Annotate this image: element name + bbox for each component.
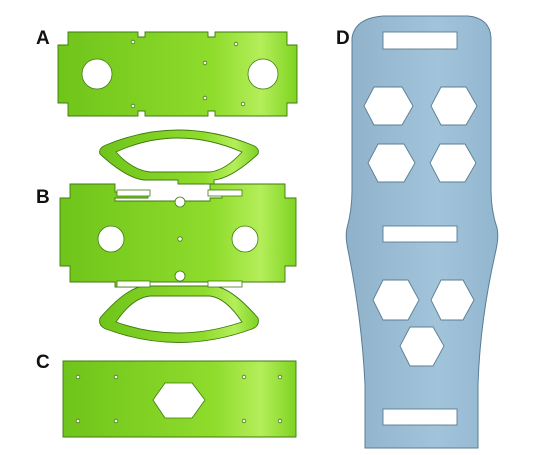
plate-c-screw-hole [241, 374, 247, 380]
panel-label-a: A [36, 28, 50, 49]
plate-b-top-arm [99, 129, 259, 185]
plate-b-round-hole-right [231, 225, 259, 253]
plate-b-bottom-arm [99, 285, 259, 343]
plate-d-hex-hole [372, 279, 420, 321]
plate-d-hex-hole [429, 143, 477, 183]
plate-c-screw-hole [75, 374, 81, 380]
plate-a-round-hole-right [247, 58, 279, 90]
plate-a-body [57, 31, 298, 117]
plate-d [345, 15, 499, 449]
plate-b-body [59, 183, 297, 288]
plate-c-screw-hole [241, 418, 247, 424]
plate-b [59, 129, 297, 343]
plate-a-screw-hole [202, 60, 208, 66]
panel-label-c: C [36, 352, 50, 373]
plate-d-slot-bottom [382, 408, 458, 426]
plate-c-hex-hole [152, 382, 206, 419]
plate-b-center-hole [177, 236, 183, 242]
plate-b-round-hole-top [174, 196, 186, 208]
plate-a-screw-hole [240, 101, 246, 107]
plate-b-round-hole-left [97, 225, 125, 253]
plate-b-slot [207, 280, 243, 288]
plate-d-hex-hole [363, 86, 414, 126]
plate-b-slot [116, 189, 151, 197]
plate-d-hex-hole [430, 279, 475, 321]
plate-a-screw-hole [130, 39, 136, 45]
plate-d-slot-middle [382, 225, 458, 243]
plate-a-screw-hole [202, 95, 208, 101]
plate-b-round-hole-bottom [174, 270, 186, 282]
plate-c-screw-hole [277, 418, 283, 424]
plate-d-hex-hole [430, 86, 478, 126]
plate-a-screw-hole [130, 103, 136, 109]
plate-a-screw-hole [233, 41, 239, 47]
plate-a-round-hole-left [81, 58, 113, 90]
panel-label-b: B [36, 187, 50, 208]
plate-d-hex-hole [399, 326, 445, 367]
plate-d-hex-hole [367, 143, 416, 183]
plate-b-slot [116, 280, 151, 288]
plate-a [57, 31, 298, 117]
plate-c-screw-hole [113, 374, 119, 380]
plate-d-slot-top [382, 31, 458, 50]
plate-c-screw-hole [113, 418, 119, 424]
plate-c-screw-hole [75, 418, 81, 424]
plate-b-slot [207, 189, 243, 197]
plate-c [62, 360, 297, 438]
plate-c-screw-hole [277, 374, 283, 380]
panel-label-d: D [336, 28, 350, 49]
